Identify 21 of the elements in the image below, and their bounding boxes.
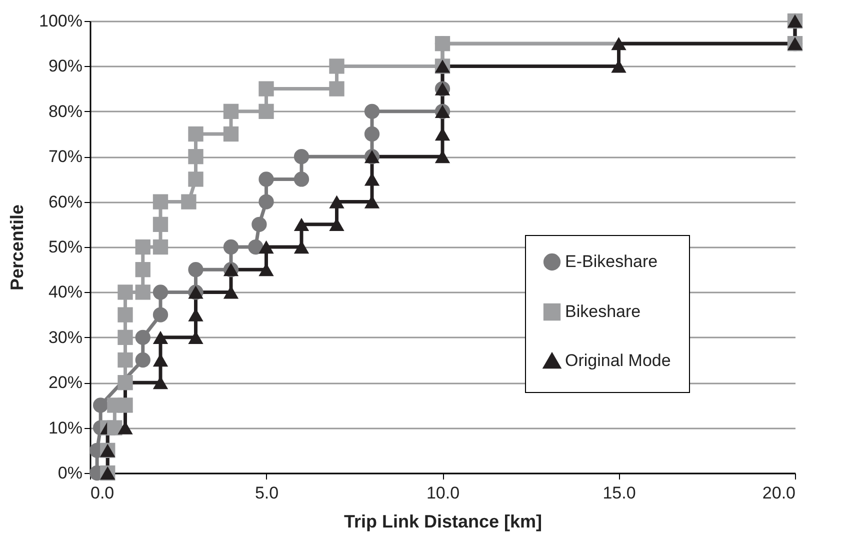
y-tick-label: 0% [58, 464, 82, 482]
y-tick-label: 80% [48, 102, 82, 121]
x-tick-label: 0.0 [90, 484, 114, 502]
y-tick-label: 20% [48, 373, 82, 392]
legend-label: Original Mode [565, 351, 671, 370]
x-tick-label: 20.0 [762, 484, 796, 502]
x-tick-label: 5.0 [254, 484, 279, 502]
y-tick-label: 60% [48, 192, 82, 212]
y-tick-label: 10% [48, 418, 82, 438]
y-axis-title: Percentile [7, 204, 28, 291]
legend-label: E-Bikeshare [565, 252, 658, 271]
legend-label: Bikeshare [565, 302, 641, 321]
y-tick-label: 40% [48, 282, 82, 302]
y-tick-label: 70% [48, 147, 82, 166]
y-tick-label: 50% [48, 238, 82, 256]
x-axis-title: Trip Link Distance [km] [344, 512, 542, 532]
x-tick-label: 10.0 [426, 484, 460, 502]
y-tick-label: 100% [39, 12, 82, 30]
y-tick-label: 30% [48, 328, 82, 347]
y-tick-label: 90% [48, 56, 82, 76]
x-tick-label: 15.0 [602, 484, 636, 502]
